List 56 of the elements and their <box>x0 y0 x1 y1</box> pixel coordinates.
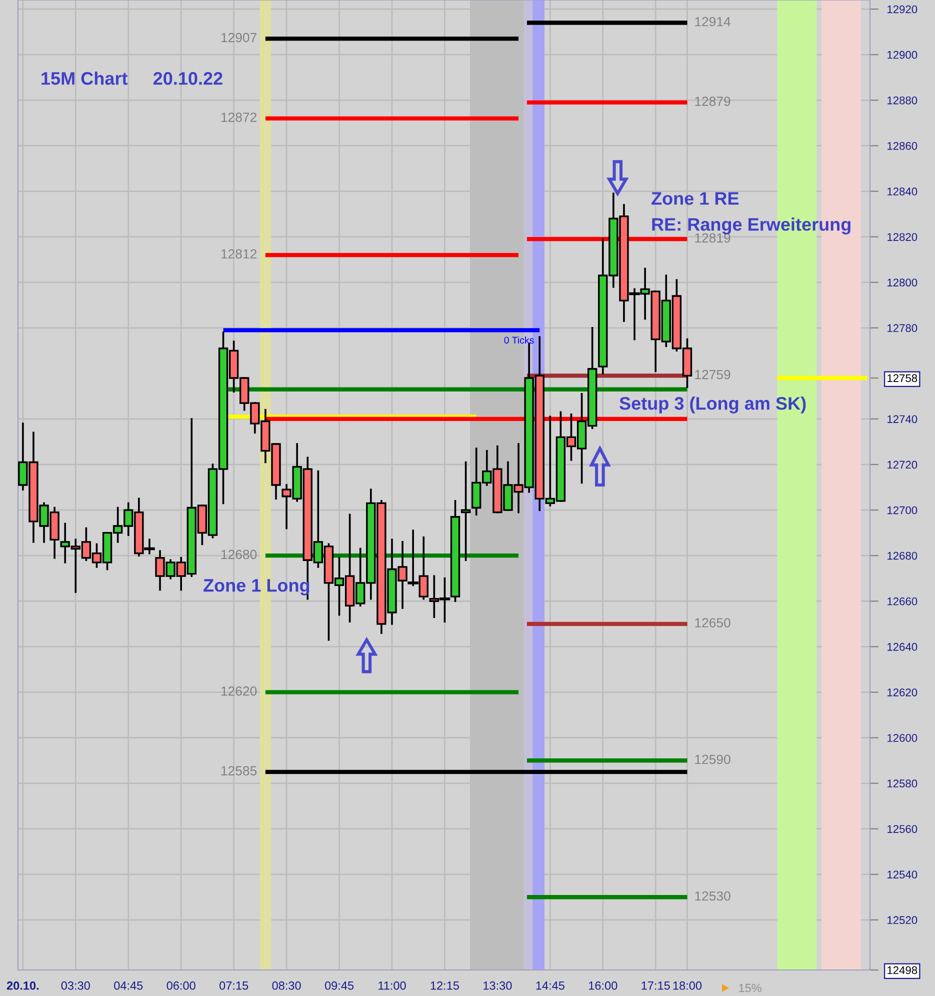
y-tick-label: 12580 <box>888 780 918 788</box>
annotation: Zone 1 RE <box>652 192 739 205</box>
annotation: 12590 <box>695 754 730 764</box>
y-tick-label: 12680 <box>888 552 918 560</box>
y-tick-label: 12800 <box>888 278 918 286</box>
y-tick-label: 12660 <box>888 597 918 606</box>
y-tick-label: 12820 <box>888 233 918 241</box>
annotation: 12879 <box>695 96 730 106</box>
annotation: 12812 <box>221 249 256 259</box>
y-tick-label: 12540 <box>888 870 918 878</box>
annotation: 12872 <box>221 112 256 122</box>
x-tick-label: 14:45 <box>536 982 564 990</box>
y-tick-label: 12700 <box>888 506 918 514</box>
x-tick-label: 04:45 <box>114 981 143 990</box>
y-tick-label: 12860 <box>888 142 918 150</box>
y-tick-label: 12900 <box>888 50 918 59</box>
x-tick-label: 17:15 <box>642 982 670 990</box>
annotation: 12620 <box>221 686 257 696</box>
y-tick-label: 12520 <box>888 916 918 924</box>
annotation: 12680 <box>221 550 257 560</box>
candlestick <box>460 461 471 562</box>
y-tick-label: 12880 <box>888 96 918 104</box>
y-tick-label: 12740 <box>888 415 918 424</box>
y-tick-label: 12780 <box>888 324 918 332</box>
text: 15% <box>739 984 762 992</box>
annotation: 12530 <box>695 891 730 901</box>
x-tick-label: 13:30 <box>484 981 512 990</box>
y-tick-label: 12560 <box>888 825 918 833</box>
annotation: Setup 3 (Long am SK) <box>620 396 806 414</box>
annotation: 12650 <box>695 618 730 628</box>
annotation: 12907 <box>221 32 256 42</box>
x-tick-label: 16:00 <box>589 981 618 990</box>
x-tick-label: 06:00 <box>166 981 196 990</box>
x-tick-label: 11:00 <box>378 981 406 990</box>
annotation: 0 Ticks <box>504 336 534 344</box>
x-tick-label: 08:30 <box>272 981 301 990</box>
annotation: 12759 <box>695 370 730 380</box>
y-tick-label: 12620 <box>888 688 918 696</box>
annotation: 12585 <box>221 766 257 776</box>
x-tick-label: 12:15 <box>430 981 459 990</box>
y-tick-label: 12720 <box>888 460 918 469</box>
x-tick-label: 20.10. <box>6 981 39 990</box>
x-tick-label: 07:15 <box>220 981 248 990</box>
x-tick-label: 18:00 <box>673 981 702 990</box>
annotation: 12914 <box>695 16 730 26</box>
y-tick-label: 12640 <box>888 642 918 651</box>
x-tick-label: 03:30 <box>61 981 90 990</box>
y-tick-label: 12840 <box>888 188 918 196</box>
annotation: 12819 <box>695 233 730 243</box>
y-tick-label: 12920 <box>888 5 918 14</box>
x-tick-label: 09:45 <box>324 981 354 990</box>
y-tick-label: 12498 <box>888 966 918 974</box>
annotation: RE: Range Erweiterung <box>652 218 850 234</box>
text: 15M Chart 20.10.22 <box>42 72 222 85</box>
y-tick-label: 12758 <box>888 374 918 382</box>
y-tick-label: 12600 <box>888 734 918 742</box>
